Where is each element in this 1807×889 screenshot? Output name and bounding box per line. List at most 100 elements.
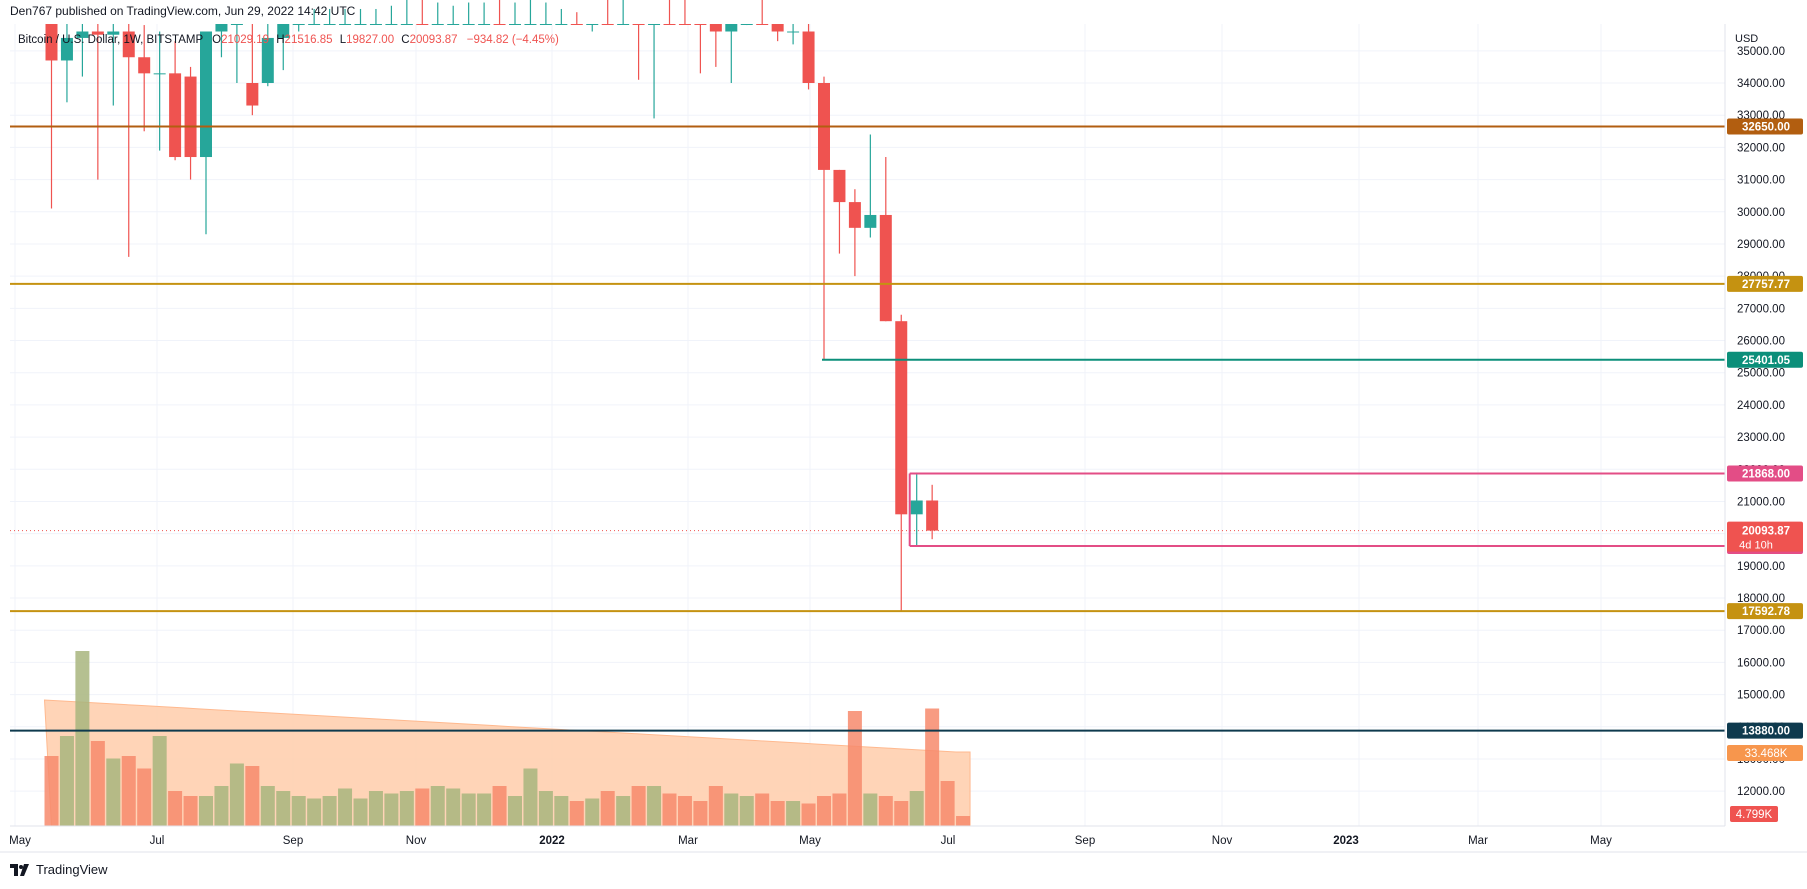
svg-text:25401.05: 25401.05 bbox=[1742, 355, 1791, 367]
svg-text:4d 10h: 4d 10h bbox=[1739, 540, 1773, 552]
time-axis[interactable]: May Jul Sep Nov 2022 Mar May Jul Sep Nov 2023 Mar Ma… bbox=[0, 825, 1807, 853]
candle bbox=[663, 0, 676, 25]
candle bbox=[447, 5, 460, 25]
volume-bar bbox=[878, 796, 893, 826]
price-tick-label: 18000.00 bbox=[1737, 593, 1785, 605]
price-tick-label: 30000.00 bbox=[1737, 207, 1785, 219]
candle bbox=[107, 24, 120, 106]
candle bbox=[215, 24, 228, 58]
volume-bar bbox=[894, 801, 909, 826]
volume-bar bbox=[693, 801, 708, 826]
candle bbox=[848, 189, 861, 277]
candle bbox=[570, 12, 583, 25]
volume-bar bbox=[554, 796, 569, 826]
volume-bar bbox=[121, 756, 136, 826]
volume-bar bbox=[44, 756, 59, 826]
time-tick-label: Mar bbox=[1468, 835, 1488, 847]
price-tick-label: 26000.00 bbox=[1737, 336, 1785, 348]
candle bbox=[787, 24, 800, 45]
candle bbox=[632, 24, 645, 80]
volume-bar bbox=[786, 801, 801, 826]
volume-bar bbox=[137, 768, 152, 826]
price-tag: 25401.05 bbox=[1727, 351, 1803, 368]
volume-bar bbox=[322, 796, 337, 826]
volume-bar bbox=[940, 781, 955, 826]
level-lines[interactable] bbox=[10, 125, 1725, 732]
candle bbox=[184, 66, 197, 180]
currency-label: USD bbox=[1735, 33, 1758, 45]
svg-text:21868.00: 21868.00 bbox=[1742, 468, 1790, 480]
volume-bar bbox=[183, 796, 198, 826]
volume-bar bbox=[508, 796, 522, 826]
candle bbox=[771, 24, 784, 42]
price-tick-label: 24000.00 bbox=[1737, 400, 1785, 412]
volume-bar bbox=[399, 791, 414, 826]
candle bbox=[539, 2, 552, 25]
candle bbox=[478, 2, 491, 25]
price-tag: 27757.77 bbox=[1727, 275, 1803, 292]
svg-text:20093.87: 20093.87 bbox=[1742, 526, 1790, 538]
time-tick-label: Sep bbox=[283, 835, 303, 847]
volume-bar bbox=[199, 796, 213, 826]
candle bbox=[694, 24, 707, 74]
candle bbox=[895, 314, 908, 611]
tradingview-footer[interactable]: TradingView bbox=[10, 862, 108, 877]
candle bbox=[802, 24, 815, 90]
price-tick-label: 16000.00 bbox=[1737, 657, 1785, 669]
time-tick-label: Sep bbox=[1075, 835, 1095, 847]
volume-bar bbox=[368, 791, 383, 826]
volume-bar bbox=[801, 803, 816, 826]
volume-bar bbox=[106, 758, 121, 826]
candle bbox=[740, 24, 753, 26]
price-tick-label: 29000.00 bbox=[1737, 239, 1785, 251]
volume-bar bbox=[446, 788, 461, 826]
candle bbox=[169, 41, 182, 161]
candle bbox=[524, 0, 537, 25]
candle bbox=[462, 2, 475, 25]
price-tick-label: 21000.00 bbox=[1737, 496, 1785, 508]
price-axis[interactable]: USD12000.0013000.0014000.0015000.0016000… bbox=[1724, 24, 1803, 826]
volume-bar bbox=[863, 793, 878, 826]
candle bbox=[292, 24, 305, 32]
svg-text:13880.00: 13880.00 bbox=[1742, 726, 1790, 738]
symbol-legend: Bitcoin / U.S. Dollar, 1W, BITSTAMP O210… bbox=[18, 34, 559, 46]
price-tag: 21868.00 bbox=[1727, 465, 1803, 482]
candle bbox=[45, 24, 58, 209]
change-value: −934.82 (−4.45%) bbox=[466, 34, 559, 46]
publisher-header: Den767 published on TradingView.com, Jun… bbox=[10, 4, 356, 18]
volume-bar bbox=[492, 786, 507, 826]
price-tick-label: 35000.00 bbox=[1737, 46, 1785, 58]
candle bbox=[493, 0, 506, 25]
candle bbox=[864, 134, 877, 238]
volume-bar bbox=[415, 788, 430, 826]
volume-bar bbox=[523, 768, 538, 826]
candle bbox=[756, 0, 769, 25]
candle bbox=[725, 24, 738, 83]
time-tick-label: 2022 bbox=[539, 835, 565, 847]
volume-bar bbox=[168, 791, 183, 826]
candle bbox=[879, 157, 892, 322]
candle bbox=[323, 8, 336, 25]
candle bbox=[277, 24, 290, 71]
volume-bar bbox=[430, 786, 445, 826]
candle bbox=[138, 25, 151, 132]
candle bbox=[91, 24, 104, 180]
candle bbox=[617, 0, 630, 25]
low-value: 19827.00 bbox=[346, 34, 395, 46]
high-value: 21516.85 bbox=[284, 34, 333, 46]
price-tick-label: 23000.00 bbox=[1737, 432, 1785, 444]
candle bbox=[926, 484, 939, 540]
volume-bar bbox=[956, 816, 971, 826]
price-tick-label: 31000.00 bbox=[1737, 175, 1785, 187]
price-tag: 17592.78 bbox=[1727, 603, 1803, 620]
volume-bar bbox=[909, 791, 924, 826]
candle bbox=[586, 24, 599, 32]
tradingview-logo-icon bbox=[10, 863, 29, 876]
candle bbox=[416, 0, 429, 25]
volume-bar bbox=[75, 651, 90, 826]
time-tick-label: May bbox=[1590, 835, 1612, 847]
volume-bar bbox=[832, 793, 847, 826]
volume-ma-tag: 33.468K bbox=[1727, 745, 1803, 761]
candle bbox=[230, 24, 243, 83]
